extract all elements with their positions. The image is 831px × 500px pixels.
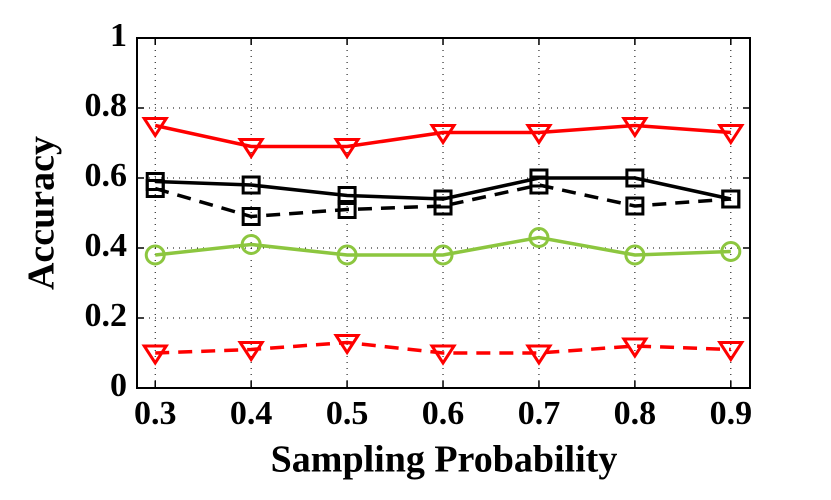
series-line <box>154 123 731 149</box>
marker <box>624 244 646 266</box>
x-axis-label: Sampling Probability <box>271 439 618 481</box>
marker <box>429 344 457 366</box>
x-tick-label: 0.5 <box>326 395 369 432</box>
marker <box>625 196 645 216</box>
marker <box>433 196 453 216</box>
marker <box>141 117 169 139</box>
marker <box>721 189 741 209</box>
marker <box>717 124 745 146</box>
x-tick-label: 0.4 <box>230 395 273 432</box>
y-tick-label: 0.8 <box>85 87 128 124</box>
series-line <box>155 235 731 257</box>
marker <box>337 200 357 219</box>
marker <box>621 117 649 139</box>
marker <box>144 244 166 266</box>
marker <box>145 179 165 198</box>
x-tick-label: 0.6 <box>422 395 465 432</box>
marker <box>432 244 454 266</box>
marker <box>237 341 265 363</box>
y-axis-label: Accuracy <box>21 136 63 290</box>
marker <box>529 175 549 195</box>
marker <box>241 207 261 226</box>
x-tick-label: 0.3 <box>134 395 177 432</box>
x-tick-label: 0.7 <box>518 395 561 432</box>
marker <box>333 138 361 160</box>
marker <box>336 244 358 266</box>
marker <box>717 341 745 363</box>
marker <box>241 175 261 195</box>
marker <box>240 234 262 255</box>
series-line <box>154 183 731 219</box>
marker <box>621 337 649 359</box>
marker <box>720 241 742 262</box>
marker <box>333 334 361 356</box>
marker <box>337 186 357 205</box>
y-tick-label: 1 <box>110 17 127 54</box>
marker <box>141 344 169 366</box>
marker <box>525 344 553 366</box>
marker <box>429 124 457 146</box>
marker <box>528 227 550 248</box>
y-tick-label: 0.2 <box>85 297 128 334</box>
x-tick-label: 0.9 <box>710 395 753 432</box>
y-tick-label: 0.4 <box>85 227 128 264</box>
plot-frame <box>136 37 751 389</box>
series-line <box>155 340 731 355</box>
y-tick-label: 0 <box>110 367 127 404</box>
marker <box>625 168 645 188</box>
marker <box>525 124 553 146</box>
y-tick-label: 0.6 <box>85 157 128 194</box>
x-tick-label: 0.8 <box>614 395 657 432</box>
marker <box>237 138 265 160</box>
